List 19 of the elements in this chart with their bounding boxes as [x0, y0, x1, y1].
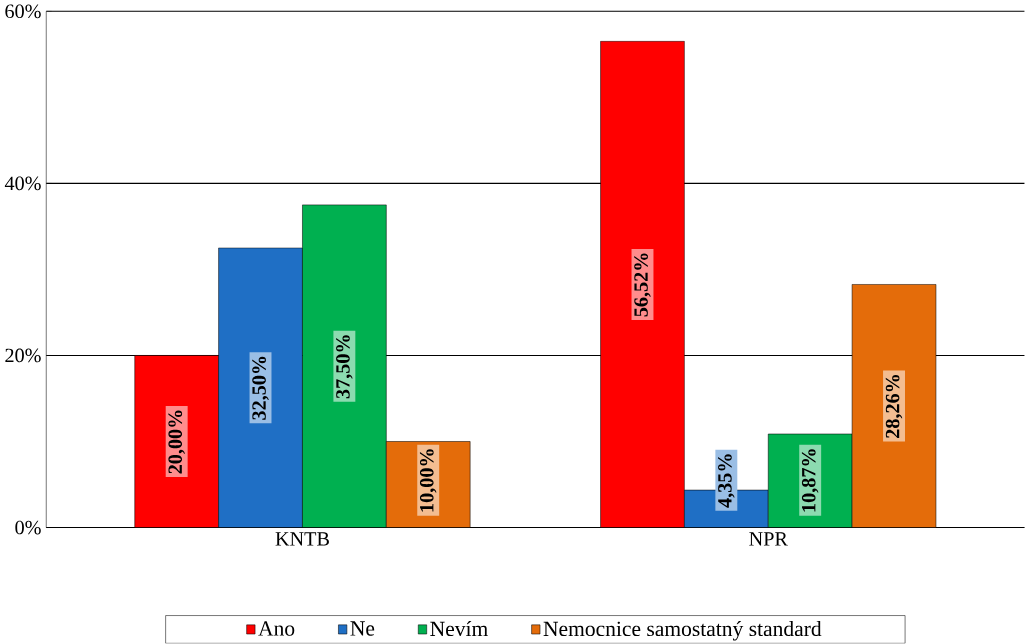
- data-label: 28,26%: [885, 375, 903, 439]
- data-label: 10,87%: [801, 449, 819, 512]
- data-label: 37,50%: [336, 335, 353, 399]
- data-label: 56,52%: [634, 253, 651, 317]
- y-tick-label: 40%: [4, 176, 41, 191]
- data-label: 4,35%: [718, 454, 735, 508]
- legend-label: Ano: [258, 621, 295, 636]
- legend-label: Ne: [350, 621, 375, 636]
- y-tick-label: 20%: [5, 348, 41, 363]
- legend-label: Nemocnice samostatný standard: [543, 621, 822, 641]
- legend-label: Nevím: [430, 621, 488, 637]
- data-label: 20,00%: [168, 410, 185, 474]
- data-label: 32,50%: [252, 357, 269, 420]
- y-tick-label: 60%: [5, 4, 41, 19]
- x-tick-label: KNTB: [275, 532, 329, 546]
- y-tick-label: 0%: [15, 520, 41, 535]
- bar: [851, 284, 937, 528]
- x-tick-label: NPR: [749, 532, 788, 546]
- data-label: 10,00%: [419, 449, 437, 512]
